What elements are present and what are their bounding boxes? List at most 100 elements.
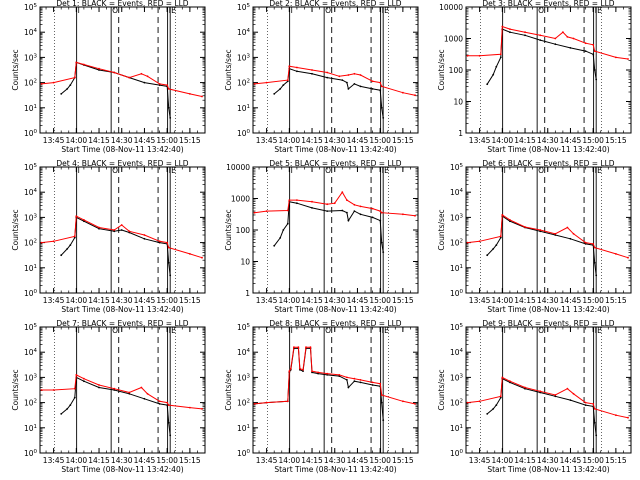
x-tick-label: 14:45	[134, 456, 156, 465]
panel-title: Det 5: BLACK = Events, RED = LLD	[269, 159, 401, 168]
x-axis-label: Start Time (08-Nov-11 13:42:40)	[487, 465, 609, 474]
y-tick-label: 101	[450, 264, 463, 273]
series-point	[593, 261, 596, 264]
x-tick-label: 15:00	[369, 296, 391, 305]
y-tick-label: 102	[24, 239, 37, 248]
series-point	[166, 241, 169, 244]
series-point	[414, 214, 416, 217]
y-tick-label: 10	[240, 258, 250, 267]
series-point	[380, 394, 383, 396]
time-marker-label: E	[384, 326, 389, 335]
x-tick-label: 13:45	[43, 456, 65, 465]
series-point	[83, 220, 85, 223]
series-point	[627, 256, 629, 259]
series-point	[414, 94, 416, 97]
x-tick-label: 13:45	[469, 456, 491, 465]
series-point	[309, 346, 312, 349]
series-point	[69, 404, 72, 406]
x-tick-label: 15:00	[369, 456, 391, 465]
x-tick-label: 14:15	[301, 296, 323, 305]
x-tick-label: 13:45	[469, 136, 491, 145]
time-marker-label: I	[504, 6, 506, 15]
series-point	[627, 416, 629, 419]
x-tick-label: 14:15	[514, 136, 536, 145]
series-point	[326, 374, 329, 376]
series-point	[333, 202, 336, 205]
time-marker-label: I	[382, 326, 384, 335]
series-point	[146, 75, 149, 78]
x-tick-label: 14:00	[492, 296, 514, 305]
time-marker-label: O	[325, 6, 331, 15]
series-point	[595, 434, 598, 437]
y-tick-label: 105	[450, 323, 464, 332]
x-tick-label: 14:15	[88, 296, 110, 305]
series-point	[66, 408, 69, 410]
series-lld	[467, 376, 629, 419]
time-marker-label: I	[504, 166, 506, 175]
series-point	[492, 73, 495, 76]
series-point	[98, 226, 100, 229]
series-point	[169, 274, 172, 277]
y-tick-label: 1	[245, 289, 250, 298]
series-point	[592, 403, 595, 405]
series-point	[60, 413, 63, 415]
series-point	[120, 229, 123, 231]
panel-title: Det 9: BLACK = Events, RED = LLD	[482, 319, 614, 328]
x-axis-label: Start Time (08-Nov-11 13:42:40)	[61, 465, 183, 474]
series-point	[341, 209, 344, 212]
series-point	[167, 261, 170, 264]
series-lld	[467, 25, 629, 60]
series-point	[566, 36, 569, 38]
series-point	[69, 244, 72, 247]
series-point	[499, 236, 502, 239]
series-point	[379, 81, 382, 84]
series-point	[627, 58, 629, 60]
series-point	[595, 78, 598, 81]
series-point	[338, 75, 341, 78]
y-tick-label: 102	[450, 239, 463, 248]
x-tick-label: 14:45	[560, 136, 582, 145]
series-point	[379, 219, 382, 222]
series-point	[492, 408, 495, 410]
x-tick-label: 14:45	[560, 296, 582, 305]
y-tick-label: 1000	[444, 35, 463, 44]
series-point	[509, 219, 511, 221]
series-point	[346, 81, 348, 84]
series-point	[288, 199, 291, 202]
series-point	[539, 390, 542, 393]
series-point	[584, 241, 587, 244]
series-point	[166, 401, 169, 404]
series-point	[346, 199, 348, 202]
series-point	[166, 404, 169, 406]
series-point	[371, 207, 374, 210]
series-point	[584, 401, 587, 404]
series-point	[73, 396, 76, 399]
series-point	[143, 81, 146, 84]
series-point	[167, 246, 170, 249]
time-marker-label: I	[291, 6, 293, 15]
x-tick-label: 14:45	[347, 456, 369, 465]
series-lld	[254, 65, 416, 96]
y-tick-label: 103	[24, 373, 38, 382]
series-point	[286, 209, 289, 212]
y-tick-label: 105	[450, 163, 464, 172]
series-point	[379, 210, 382, 213]
series-point	[52, 81, 55, 84]
series-point	[311, 69, 313, 71]
series-point	[273, 244, 276, 247]
series-point	[75, 215, 78, 218]
series-point	[584, 50, 587, 52]
y-tick-label: 103	[24, 53, 38, 62]
series-point	[98, 69, 100, 71]
panel-title: Det 6: BLACK = Events, RED = LLD	[482, 159, 614, 168]
x-axis-label: Start Time (08-Nov-11 13:42:40)	[487, 305, 609, 314]
series-point	[143, 234, 146, 236]
series-events	[60, 216, 171, 276]
y-tick-label: 103	[450, 213, 464, 222]
x-axis-label: Start Time (08-Nov-11 13:42:40)	[487, 145, 609, 154]
series-point	[593, 408, 596, 410]
series-point	[98, 67, 100, 70]
x-tick-label: 15:15	[179, 456, 201, 465]
series-point	[554, 232, 557, 235]
series-point	[478, 54, 481, 57]
